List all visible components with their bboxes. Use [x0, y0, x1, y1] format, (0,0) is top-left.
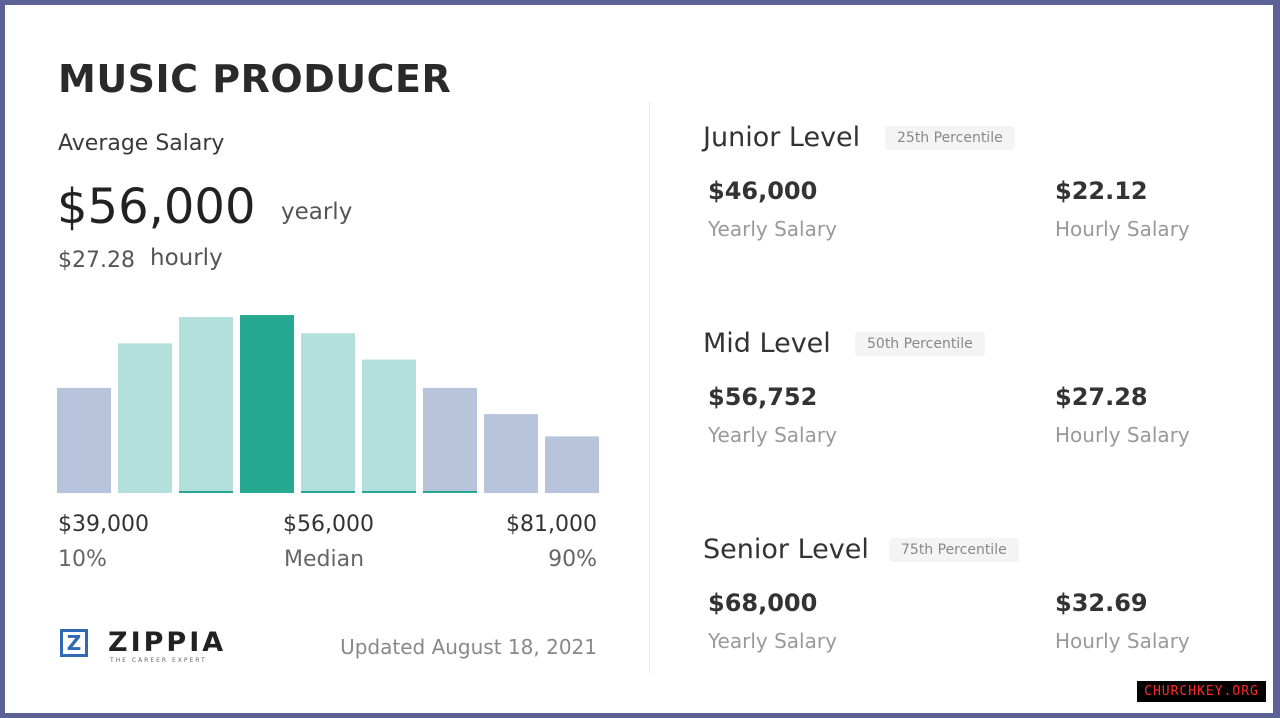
hourly-salary-caption: Hourly Salary	[1055, 217, 1190, 241]
watermark: CHURCHKEY.ORG	[1137, 681, 1266, 702]
yearly-salary-caption: Yearly Salary	[708, 217, 837, 241]
chart-bar-2	[118, 343, 172, 493]
percentile-badge: 25th Percentile	[885, 126, 1015, 150]
percentile-median-value: $56,000	[283, 512, 374, 537]
hourly-salary-caption: Hourly Salary	[1055, 629, 1190, 653]
level-name: Junior Level	[703, 122, 861, 153]
chart-bar-7	[423, 387, 477, 493]
chart-bar-baseline-3	[179, 491, 233, 493]
zippia-logo-icon: Z	[60, 629, 88, 657]
level-name: Senior Level	[703, 534, 869, 565]
page-title: MUSIC PRODUCER	[58, 57, 452, 101]
chart-bar-baseline-7	[423, 491, 477, 493]
yearly-salary-value: $56,752	[708, 383, 818, 411]
chart-bar-4	[240, 315, 294, 493]
salary-card: MUSIC PRODUCER Average Salary $56,000 ye…	[5, 5, 1273, 713]
chart-bar-1	[57, 387, 111, 493]
salary-distribution-chart	[57, 315, 599, 493]
percentile-median-label: Median	[284, 547, 365, 572]
zippia-logo-tagline: THE CAREER EXPERT	[110, 657, 207, 664]
yearly-salary-caption: Yearly Salary	[708, 423, 837, 447]
hourly-salary-caption: Hourly Salary	[1055, 423, 1190, 447]
chart-bar-3	[179, 317, 233, 493]
chart-bar-baseline-5	[301, 491, 355, 493]
chart-bar-6	[362, 359, 416, 493]
percentile-10-label: 10%	[58, 547, 107, 572]
hourly-salary-value: $32.69	[1055, 589, 1148, 617]
percentile-10-value: $39,000	[58, 512, 149, 537]
level-junior: Junior Level 25th Percentile $46,000 Yea…	[703, 122, 1203, 262]
percentile-90-value: $81,000	[506, 512, 597, 537]
average-yearly-value: $56,000	[57, 179, 256, 235]
average-yearly-unit: yearly	[281, 199, 353, 225]
yearly-salary-caption: Yearly Salary	[708, 629, 837, 653]
hourly-salary-value: $27.28	[1055, 383, 1148, 411]
level-mid: Mid Level 50th Percentile $56,752 Yearly…	[703, 328, 1203, 468]
percentile-90-label: 90%	[548, 547, 597, 572]
chart-bar-baseline-6	[362, 491, 416, 493]
zippia-logo: Z ZIPPIA THE CAREER EXPERT	[60, 627, 223, 667]
chart-bar-9	[545, 436, 599, 493]
level-senior: Senior Level 75th Percentile $68,000 Yea…	[703, 534, 1203, 674]
zippia-logo-text: ZIPPIA	[108, 627, 227, 658]
chart-bar-5	[301, 333, 355, 493]
average-salary-label: Average Salary	[58, 131, 225, 156]
hourly-salary-value: $22.12	[1055, 177, 1148, 205]
average-hourly-unit: hourly	[150, 245, 223, 271]
divider	[649, 101, 650, 673]
chart-bar-8	[484, 414, 538, 493]
percentile-badge: 75th Percentile	[889, 538, 1019, 562]
percentile-badge: 50th Percentile	[855, 332, 985, 356]
average-hourly-value: $27.28	[58, 248, 135, 273]
yearly-salary-value: $68,000	[708, 589, 818, 617]
yearly-salary-value: $46,000	[708, 177, 818, 205]
updated-date: Updated August 18, 2021	[340, 635, 597, 659]
level-name: Mid Level	[703, 328, 831, 359]
